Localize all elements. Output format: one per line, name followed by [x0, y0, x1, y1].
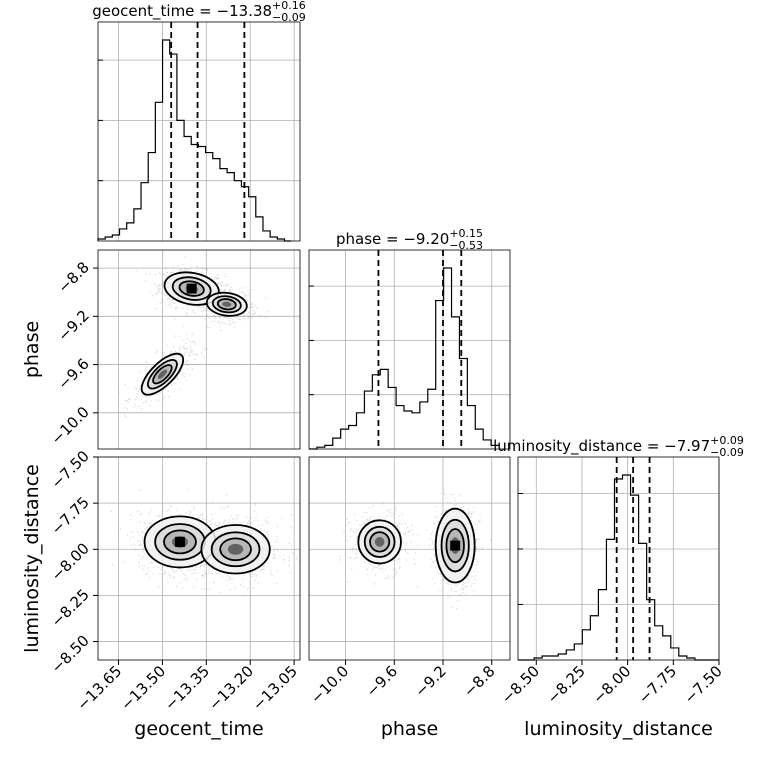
title-minus-error: −0.09 [710, 446, 744, 459]
panel-title-phase: phase = −9.20+0.15 −0.53 [336, 227, 483, 252]
x-tick-label: −8.00 [589, 662, 634, 707]
density-region [374, 537, 385, 547]
title-minus-error: −0.09 [272, 11, 306, 24]
y-axis-label-phase: phase [21, 321, 43, 378]
panel-frame [97, 456, 301, 661]
x-tick-label: −8.25 [544, 662, 589, 707]
title-minus-error: −0.53 [449, 239, 483, 252]
panel-frame [97, 21, 301, 242]
contour-line [210, 531, 261, 568]
x-axis-label-geocent_time: geocent_time [134, 718, 263, 740]
y-tick-label: −8.25 [48, 586, 93, 631]
histogram-step-phase [309, 267, 500, 450]
panel-frame [517, 456, 720, 661]
histogram-panel-geocent_time: geocent_time = −13.38+0.16 −0.09 [92, 0, 306, 242]
contour-line [440, 518, 470, 573]
y-tick-label: −9.2 [54, 306, 92, 344]
x-tick-label: −7.75 [635, 662, 680, 707]
panel-title-geocent_time: geocent_time = −13.38+0.16 −0.09 [92, 0, 306, 24]
title-value: phase = −9.20 [336, 230, 449, 248]
histogram-step-luminosity_distance [518, 474, 719, 661]
scatter-panel-phase-luminosity_distance [308, 456, 511, 661]
density-region [222, 301, 232, 307]
contour-line [200, 524, 271, 575]
density-peak [186, 283, 197, 294]
histogram-step-geocent_time [97, 39, 292, 242]
contour-line [140, 352, 185, 396]
y-tick-label: −8.50 [48, 632, 93, 677]
panel-frame [308, 249, 511, 450]
contour-line [216, 298, 237, 311]
contour-line [178, 280, 205, 297]
contour-line [363, 525, 396, 558]
x-tick-label: −9.2 [411, 662, 449, 700]
title-plus-error: +0.16 [272, 0, 306, 12]
contour-line [152, 364, 173, 385]
panel-frame [308, 456, 511, 661]
x-axis-label-luminosity_distance: luminosity_distance [524, 718, 713, 740]
title-plus-error: +0.15 [449, 227, 483, 240]
x-tick-label: −10.0 [307, 662, 352, 707]
x-axis-label-phase: phase [381, 718, 438, 740]
contour-line [211, 295, 242, 314]
x-tick-label: −9.6 [363, 662, 401, 700]
histogram-panel-luminosity_distance: luminosity_distance = −7.97+0.09 −0.09 [493, 434, 744, 661]
contour-line [445, 528, 465, 564]
panel-frame [97, 249, 301, 450]
contour-line [434, 507, 476, 584]
x-tick-label: −13.05 [249, 662, 301, 714]
y-tick-label: −9.6 [54, 355, 92, 393]
histogram-panel-phase: phase = −9.20+0.15 −0.53 [308, 227, 511, 450]
x-tick-label: −8.8 [460, 662, 498, 700]
title-plus-error: +0.09 [710, 434, 744, 447]
density-region [157, 369, 168, 379]
x-tick-label: −13.65 [73, 662, 125, 714]
y-axis-label-luminosity_distance: luminosity_distance [21, 464, 43, 653]
x-tick-label: −8.50 [498, 662, 543, 707]
x-tick-label: −13.35 [161, 662, 213, 714]
contour-line [369, 531, 391, 553]
contour-line [147, 358, 178, 390]
y-tick-label: −7.75 [48, 493, 93, 538]
y-tick-label: −8.8 [54, 258, 92, 296]
x-tick-label: −7.50 [681, 662, 726, 707]
contour-line [171, 276, 212, 301]
y-tick-label: −7.50 [48, 447, 93, 492]
y-tick-label: −8.00 [48, 539, 93, 584]
scatter-panel-geocent_time-phase [97, 249, 301, 450]
title-value: geocent_time = −13.38 [92, 2, 272, 21]
density-peak [174, 536, 185, 547]
y-tick-label: −10.0 [48, 403, 93, 448]
contour-line [205, 291, 248, 317]
contour-line [163, 529, 197, 555]
density-peak [450, 540, 461, 551]
scatter-panel-geocent_time-luminosity_distance [97, 456, 301, 661]
title-value: luminosity_distance = −7.97 [493, 437, 710, 456]
contour-line [219, 537, 252, 562]
density-region [227, 543, 244, 555]
panel-title-luminosity_distance: luminosity_distance = −7.97+0.09 −0.09 [493, 434, 744, 459]
x-tick-label: −13.50 [117, 662, 169, 714]
x-tick-label: −13.20 [205, 662, 257, 714]
contour-line [357, 519, 402, 565]
